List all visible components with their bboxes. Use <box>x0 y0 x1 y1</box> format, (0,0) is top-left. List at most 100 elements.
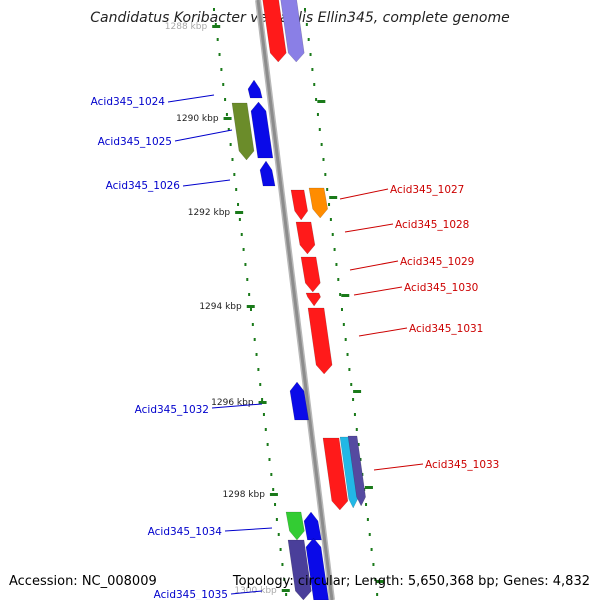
tick-minor <box>355 428 358 431</box>
tick-minor <box>328 203 331 206</box>
tick-minor <box>342 323 345 326</box>
gene-label[interactable]: Acid345_1027 <box>390 184 464 196</box>
tick-minor <box>340 308 343 311</box>
gene-arrow <box>339 436 358 509</box>
tick-minor <box>352 398 355 401</box>
tick-minor <box>322 158 325 161</box>
gene-arrow <box>300 256 321 293</box>
tick-major <box>364 486 373 489</box>
gene-label[interactable]: Acid345_1033 <box>425 459 499 471</box>
tick-minor <box>231 158 234 161</box>
scale-label: 1290 kbp <box>176 114 219 124</box>
tick-minor <box>238 218 241 221</box>
tick-minor <box>259 383 262 386</box>
gene-arrow <box>262 0 287 63</box>
gene-arrow <box>290 189 308 221</box>
tick-major <box>329 196 338 199</box>
gene-label[interactable]: Acid345_1025 <box>98 136 172 148</box>
tick-minor <box>331 233 334 236</box>
tick-minor <box>264 428 267 431</box>
map-title: Candidatus Koribacter versatilis Ellin34… <box>90 10 510 26</box>
scale-label: 1298 kbp <box>223 490 266 500</box>
tick-minor <box>216 38 219 41</box>
tick-minor <box>253 338 256 341</box>
tick-minor <box>333 248 336 251</box>
gene-label[interactable]: Acid345_1034 <box>148 526 223 538</box>
tick-minor <box>307 38 310 41</box>
tick-major <box>258 401 267 404</box>
callout-line <box>211 403 263 409</box>
tick-minor <box>272 488 275 491</box>
tick-minor <box>275 518 278 521</box>
gene-arrow <box>250 101 274 159</box>
gene-arrow <box>305 292 321 307</box>
gene-arrow <box>247 79 263 99</box>
tick-minor <box>246 278 249 281</box>
tick-minor <box>266 443 269 446</box>
tick-minor <box>225 113 228 116</box>
scale-label: 1294 kbp <box>199 302 242 312</box>
tick-minor <box>240 233 243 236</box>
gene-label[interactable]: Acid345_1029 <box>400 256 474 268</box>
tick-minor <box>368 533 371 536</box>
tick-minor <box>337 278 340 281</box>
gene-label[interactable]: Acid345_1035 <box>154 589 228 600</box>
gene-label[interactable]: Acid345_1032 <box>135 404 209 416</box>
tick-minor <box>281 563 284 566</box>
tick-minor <box>311 68 314 71</box>
scale-label: 1296 kbp <box>211 398 254 408</box>
tick-minor <box>233 173 236 176</box>
callout-line <box>358 327 408 337</box>
tick-marks: 1288 kbp 1290 kbp 1292 kbp 1294 kbp 1296 kbp… <box>165 8 385 596</box>
tick-minor <box>235 188 238 191</box>
gene-label[interactable]: Acid345_1030 <box>404 282 478 294</box>
tick-minor <box>357 443 360 446</box>
gene-arrow <box>289 381 309 421</box>
callout-line <box>339 188 389 200</box>
tick-minor <box>283 578 286 581</box>
gene-label[interactable]: Acid345_1031 <box>409 323 483 335</box>
tick-major <box>341 294 350 297</box>
tick-minor <box>320 143 323 146</box>
tick-minor <box>227 128 230 131</box>
accession-text: Accession: NC_008009 <box>9 574 157 589</box>
scale-label: 1292 kbp <box>188 208 231 218</box>
tick-minor <box>353 413 356 416</box>
tick-minor <box>279 548 282 551</box>
tick-minor <box>237 203 240 206</box>
tick-minor <box>313 83 316 86</box>
backbone-line <box>256 0 334 600</box>
tick-minor <box>365 503 368 506</box>
tick-minor <box>261 398 264 401</box>
gene-arrow <box>280 0 305 63</box>
gene-arrow <box>305 537 329 600</box>
tick-major <box>353 390 362 393</box>
tick-minor <box>218 53 221 56</box>
tick-minor <box>249 308 252 311</box>
tick-minor <box>277 533 280 536</box>
tick-major <box>212 25 221 28</box>
callout-line <box>182 179 231 187</box>
tick-minor <box>229 143 232 146</box>
scale-label: 1300 kbp <box>234 586 277 596</box>
callout-line <box>349 260 399 271</box>
tick-minor <box>285 593 288 596</box>
tick-major <box>281 589 290 592</box>
tick-minor <box>335 263 338 266</box>
tick-major <box>223 117 232 120</box>
tick-minor <box>350 383 353 386</box>
tick-minor <box>376 593 379 596</box>
gene-label[interactable]: Acid345_1026 <box>106 180 181 192</box>
tick-minor <box>248 293 251 296</box>
gene-label[interactable]: Acid345_1028 <box>395 219 469 231</box>
genome-backbone <box>255 0 335 600</box>
gene-label[interactable]: Acid345_1024 <box>91 96 166 108</box>
gene-arrow <box>295 221 316 255</box>
tick-minor <box>305 23 308 26</box>
tick-major <box>376 580 385 583</box>
tick-minor <box>274 503 277 506</box>
gene-callouts: Acid345_1024 Acid345_1025 Acid345_1026 Acid… <box>91 94 499 600</box>
tick-minor <box>262 413 265 416</box>
callout-line <box>373 463 424 471</box>
